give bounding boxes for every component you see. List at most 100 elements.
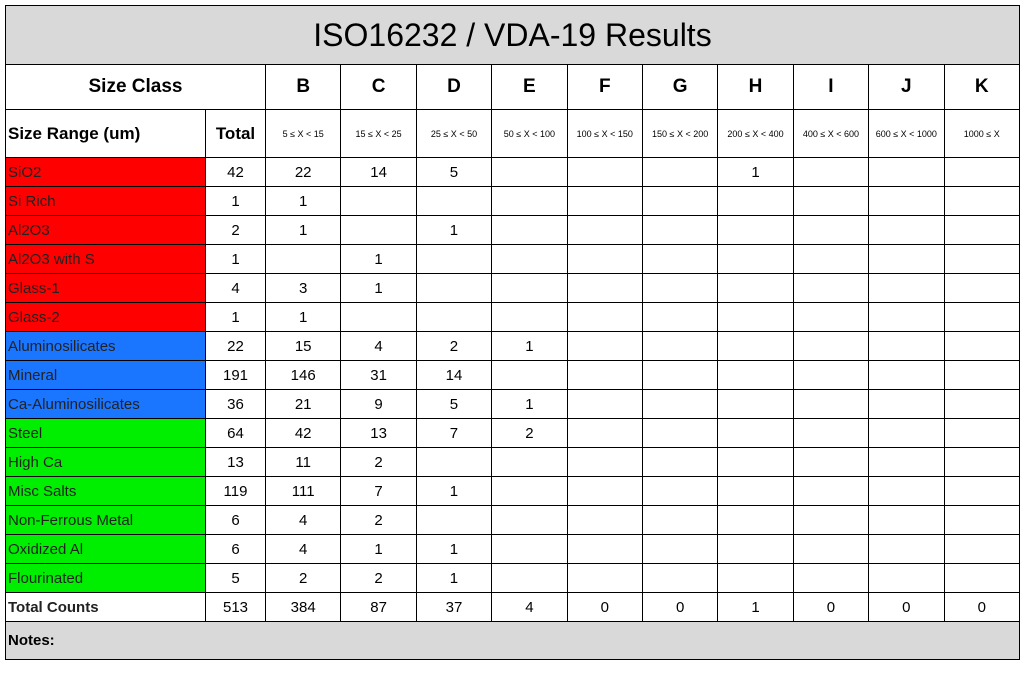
count-cell: 42 — [264, 418, 342, 448]
data-row: Al2O3 2 1 1 — [5, 215, 1020, 245]
range-label: 50 ≤ X < 100 — [491, 109, 568, 158]
count-cell — [868, 418, 945, 448]
count-cell — [868, 563, 945, 593]
count-cell — [717, 186, 794, 216]
count-cell — [491, 447, 568, 477]
count-cell — [641, 534, 719, 564]
data-row: Aluminosilicates 22 15 4 2 1 — [5, 331, 1020, 361]
count-cell: 13 — [205, 447, 266, 477]
range-label: 150 ≤ X < 200 — [641, 109, 719, 158]
count-cell: 6 — [205, 534, 266, 564]
range-row: Size Range (um) Total 5 ≤ X < 15 15 ≤ X < 2… — [5, 109, 1020, 158]
count-cell — [491, 563, 568, 593]
count-cell — [943, 273, 1020, 303]
count-cell — [340, 186, 417, 216]
count-cell — [491, 476, 568, 506]
data-row: Steel 64 42 13 7 2 — [5, 418, 1020, 448]
data-row: Si Rich 1 1 — [5, 186, 1020, 216]
count-cell — [717, 418, 794, 448]
count-cell — [943, 389, 1020, 419]
count-cell: 36 — [205, 389, 266, 419]
count-cell — [717, 505, 794, 535]
count-cell — [868, 505, 945, 535]
data-row: High Ca 13 11 2 — [5, 447, 1020, 477]
count-cell: 119 — [205, 476, 266, 506]
count-cell: 7 — [340, 476, 417, 506]
count-cell — [566, 534, 643, 564]
count-cell — [868, 534, 945, 564]
count-cell — [717, 215, 794, 245]
data-row: Glass-2 1 1 — [5, 302, 1020, 332]
class-label: B — [264, 64, 342, 110]
count-cell: 15 — [264, 331, 342, 361]
range-label: 400 ≤ X < 600 — [792, 109, 870, 158]
count-cell — [566, 186, 643, 216]
notes-row: Notes: — [5, 621, 1020, 660]
count-cell — [792, 186, 870, 216]
count-cell — [566, 331, 643, 361]
count-cell: 2 — [340, 447, 417, 477]
row-label: Ca-Aluminosilicates — [5, 389, 206, 419]
count-cell — [943, 186, 1020, 216]
count-cell — [641, 418, 719, 448]
count-cell — [641, 215, 719, 245]
count-cell: 1 — [491, 389, 568, 419]
count-cell — [792, 389, 870, 419]
count-cell — [868, 447, 945, 477]
row-label: Non-Ferrous Metal — [5, 505, 206, 535]
count-cell: 1 — [205, 186, 266, 216]
count-cell: 5 — [415, 157, 493, 187]
range-label: 25 ≤ X < 50 — [415, 109, 493, 158]
count-cell: 4 — [340, 331, 417, 361]
class-label: C — [340, 64, 417, 110]
row-label: Steel — [5, 418, 206, 448]
count-cell — [943, 360, 1020, 390]
count-cell: 1 — [717, 157, 794, 187]
total-cell: 384 — [264, 592, 342, 622]
count-cell: 9 — [340, 389, 417, 419]
total-cell: 0 — [943, 592, 1020, 622]
class-header: Size Class — [5, 64, 266, 110]
count-cell: 1 — [415, 476, 493, 506]
total-header: Total — [205, 109, 266, 158]
data-row: Misc Salts 119 111 7 1 — [5, 476, 1020, 506]
count-cell — [641, 331, 719, 361]
count-cell — [868, 215, 945, 245]
count-cell: 14 — [340, 157, 417, 187]
data-row: Mineral 191 146 31 14 — [5, 360, 1020, 390]
count-cell — [491, 505, 568, 535]
count-cell — [641, 244, 719, 274]
row-label: Oxidized Al — [5, 534, 206, 564]
class-label: K — [943, 64, 1020, 110]
data-row: Oxidized Al 6 4 1 1 — [5, 534, 1020, 564]
count-cell: 31 — [340, 360, 417, 390]
count-cell — [641, 302, 719, 332]
count-cell — [641, 476, 719, 506]
totals-label: Total Counts — [5, 592, 206, 622]
range-label: 15 ≤ X < 25 — [340, 109, 417, 158]
count-cell — [340, 215, 417, 245]
total-cell: 0 — [641, 592, 719, 622]
count-cell: 1 — [205, 244, 266, 274]
total-cell: 0 — [868, 592, 945, 622]
count-cell — [491, 273, 568, 303]
count-cell — [792, 505, 870, 535]
count-cell: 11 — [264, 447, 342, 477]
row-label: Aluminosilicates — [5, 331, 206, 361]
count-cell: 111 — [264, 476, 342, 506]
count-cell — [491, 186, 568, 216]
range-header: Size Range (um) — [5, 109, 206, 158]
notes: Notes: — [5, 621, 1020, 660]
class-label: D — [415, 64, 493, 110]
count-cell: 13 — [340, 418, 417, 448]
count-cell — [868, 389, 945, 419]
count-cell — [566, 447, 643, 477]
count-cell — [792, 563, 870, 593]
count-cell: 5 — [205, 563, 266, 593]
count-cell: 3 — [264, 273, 342, 303]
count-cell — [792, 215, 870, 245]
count-cell: 2 — [491, 418, 568, 448]
count-cell — [868, 244, 945, 274]
count-cell: 1 — [415, 563, 493, 593]
